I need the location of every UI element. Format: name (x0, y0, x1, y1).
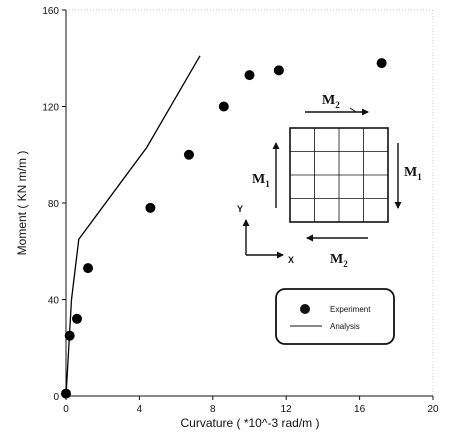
legend-experiment-marker (300, 304, 310, 314)
experiment-point (183, 149, 194, 160)
experiment-point (72, 313, 83, 324)
x-tick-label: 16 (354, 404, 366, 415)
x-tick-label: 12 (281, 404, 293, 415)
experiment-point (61, 388, 71, 399)
m2-bottom-label: M2 (330, 252, 348, 269)
experiment-point (273, 65, 284, 76)
x-ticks: 0 4 8 12 16 20 (63, 396, 439, 415)
legend: Experiment Analysis (275, 288, 395, 345)
x-tick-label: 8 (210, 404, 216, 415)
x-axis-title: Curvature ( *10^-3 rad/m ) (180, 416, 319, 430)
y-axis-title: Moment ( KN m/m ) (15, 151, 29, 256)
y-ticks: 0 40 80 120 160 (42, 6, 66, 403)
y-direction-label: Y (237, 204, 243, 214)
x-tick-label: 20 (427, 404, 439, 415)
m1-right-label: M1 (404, 165, 422, 182)
slab-moment-diagram: M2 M2 M1 M1 Y X (237, 93, 422, 269)
experiment-point (64, 330, 75, 341)
experiment-series (61, 58, 387, 399)
legend-experiment-label: Experiment (330, 305, 371, 314)
m2-top-label: M2 (322, 93, 340, 110)
x-tick-label: 4 (137, 404, 143, 415)
y-tick-label: 80 (48, 199, 60, 210)
m1-left-label: M1 (252, 172, 270, 189)
slab-grid-lines (290, 128, 388, 222)
y-tick-label: 120 (42, 103, 59, 114)
experiment-point (244, 70, 255, 81)
legend-box (275, 288, 395, 345)
m2-top-arrow-double (349, 107, 357, 113)
legend-analysis-label: Analysis (330, 322, 360, 331)
y-tick-label: 40 (48, 296, 60, 307)
x-tick-label: 0 (63, 404, 69, 415)
y-tick-label: 160 (42, 6, 59, 17)
analysis-line (65, 55, 201, 397)
y-tick-label: 0 (53, 392, 59, 403)
experiment-point (376, 58, 387, 69)
analysis-series (65, 55, 201, 397)
x-direction-label: X (288, 255, 294, 265)
experiment-point (145, 202, 156, 213)
experiment-point (83, 263, 94, 274)
experiment-point (218, 101, 229, 112)
